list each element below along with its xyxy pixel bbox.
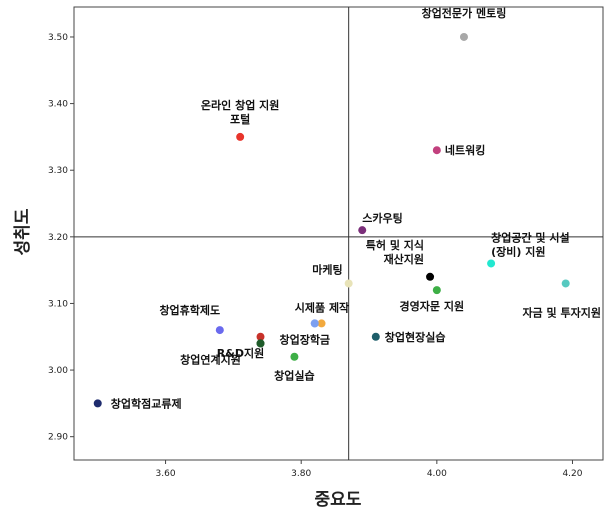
point-label: 창업학점교류제 [111,396,182,410]
x-tick-label: 3.60 [156,469,176,479]
y-tick-label: 3.50 [48,33,68,43]
data-point [256,332,265,341]
point-label: 포털 [230,113,250,126]
data-point [310,319,319,328]
y-axis-ticks: 2.90 3.00 3.10 3.20 3.30 3.40 3.50 [48,33,74,443]
data-point [432,286,441,295]
data-point [215,326,224,335]
data-point [358,226,367,235]
y-tick-label: 2.90 [48,433,68,443]
data-point [317,319,326,328]
y-tick-label: 3.10 [48,299,68,309]
point-label: 마케팅 [312,262,342,276]
data-point [290,352,299,361]
x-tick-label: 4.20 [562,469,582,479]
point-label: (장비) 지원 [491,244,545,258]
y-tick-label: 3.00 [48,366,68,376]
point-label: 특허 및 지식 [366,238,424,252]
y-tick-label: 3.40 [48,100,68,110]
data-point [93,399,102,408]
data-point [426,272,435,281]
y-tick-label: 3.30 [48,166,68,176]
data-point [432,146,441,155]
point-label: 경영자문 지원 [400,299,465,313]
data-point [256,339,265,348]
plot-frame [73,6,604,461]
x-axis-ticks: 3.60 3.80 4.00 4.20 [156,460,583,479]
x-tick-label: 3.80 [291,469,311,479]
point-label: 스카우팅 [362,211,402,225]
point-label: 창업전문가 멘토링 [422,6,507,20]
data-point [371,332,380,341]
x-axis-title: 중요도 [315,490,362,510]
point-label: 창업연계지원 [180,352,241,366]
point-label: 창업휴학제도 [159,303,220,317]
data-point [459,32,468,41]
data-point [236,132,245,141]
data-point [487,259,496,268]
point-label: 네트워킹 [445,143,485,157]
data-point [344,279,353,288]
point-label: 창업공간 및 시설 [491,230,570,244]
point-label: R&D지원 [217,346,264,360]
point-label: 창업현장실습 [385,330,446,344]
y-tick-label: 3.20 [48,233,68,243]
point-label: 온라인 창업 지원 [201,98,280,112]
data-point [561,279,570,288]
x-tick-label: 4.00 [427,469,447,479]
point-label: 창업장학금 [279,332,330,346]
point-label: 시제품 제작 [295,300,349,314]
point-label: 창업실습 [274,369,314,383]
y-axis-title: 성취도 [12,208,33,255]
data-points [93,32,570,408]
point-label: 자금 및 투자지원 [522,305,601,319]
point-label: 재산지원 [384,252,424,266]
